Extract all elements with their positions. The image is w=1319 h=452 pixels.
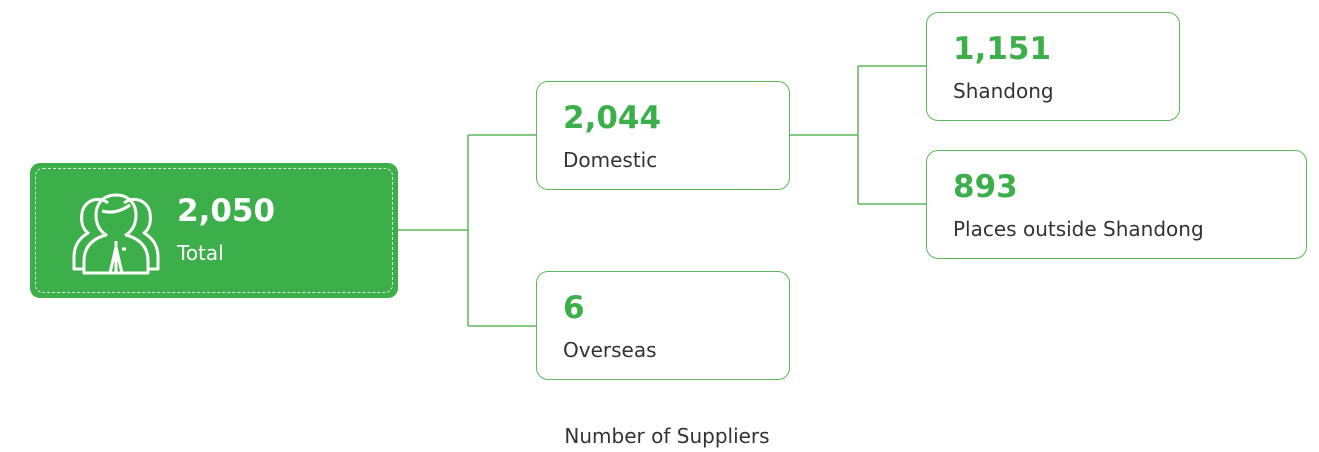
connector [790,65,926,205]
domestic-node: 2,044 Domestic [536,81,790,190]
connector [398,134,536,327]
node-value: 6 [563,290,585,326]
caption: Number of Suppliers [564,424,770,448]
dashed-border [35,168,393,293]
node-label: Total [177,241,224,265]
node-value: 893 [953,169,1018,205]
outside-shandong-node: 893 Places outside Shandong [926,150,1307,259]
node-value: 1,151 [953,31,1052,67]
node-label: Shandong [953,79,1054,103]
node-value: 2,044 [563,100,662,136]
node-label: Domestic [563,148,658,172]
node-label: Overseas [563,338,657,362]
overseas-node: 6 Overseas [536,271,790,380]
shandong-node: 1,151 Shandong [926,12,1180,121]
node-label: Places outside Shandong [953,217,1204,241]
people-icon [72,193,160,275]
node-value: 2,050 [177,193,276,229]
total-node: 2,050 Total [30,163,398,298]
